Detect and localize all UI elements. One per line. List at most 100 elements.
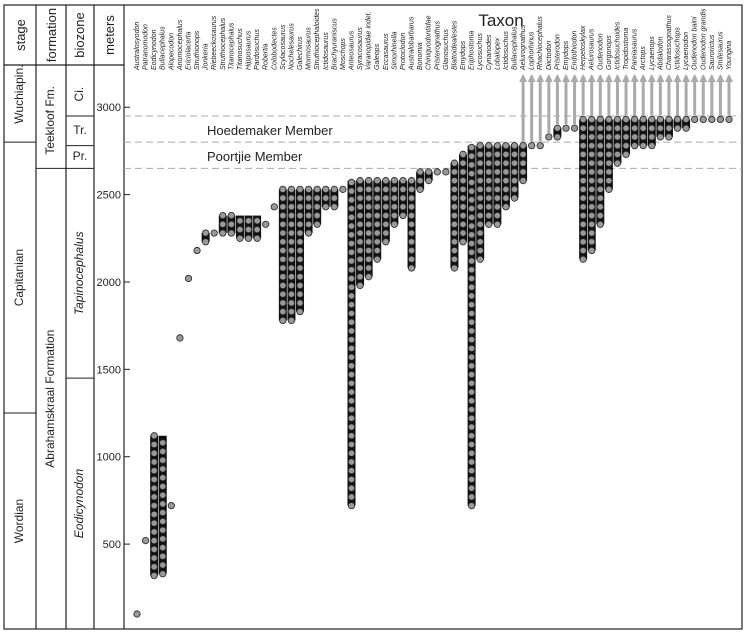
occurrence-point-pardosuchus-14 (253, 234, 261, 242)
occurrence-point-lycaenops-60 (648, 115, 656, 124)
occurrence-point-eriphostoma-39 (468, 397, 476, 405)
occurrence-point-lycaenops-60 (648, 142, 656, 150)
continuation-arrow-diictodon-48 (547, 76, 551, 133)
occurrence-point-eriphostoma-39 (468, 170, 476, 178)
occurrence-point-syracosaurus-26 (356, 220, 364, 228)
occurrence-point-australobarbarus-32 (407, 220, 416, 228)
occurrence-point-eriphostoma-39 (468, 257, 476, 265)
occurrence-point-galechirus-19 (296, 194, 304, 202)
occurrence-point-australobarbarus-32 (407, 264, 416, 272)
biozone-eodicynodon: Eodicynodon (72, 469, 86, 539)
continuation-arrow-lycaenops-60 (650, 76, 654, 116)
range-bar-lycaenops-60 (647, 119, 656, 146)
occurrence-point-galeops-28 (373, 255, 381, 263)
occurrence-point-tropidostoma-57 (622, 115, 630, 124)
occurrence-point-smilesaurus-68 (716, 115, 725, 124)
occurrence-point-lycosuchus-40 (476, 238, 484, 246)
occurrence-point-simorhinella-30 (390, 194, 398, 202)
occurrence-point-emydops-38 (459, 159, 467, 167)
occurrence-point-anteosaurus-25 (347, 309, 356, 318)
occurrence-point-aelurosaurus-53 (588, 133, 596, 141)
occurrence-point-eccasaurus-29 (382, 203, 390, 211)
occurrence-point-anteosaurus-25 (347, 388, 356, 396)
occurrence-point-anteosaurus-25 (347, 484, 356, 492)
taxon-label-protoclodon-31: Protoclodon (400, 33, 407, 70)
taxon-label-syracosaurus-26: Syracosaurus (357, 27, 364, 70)
range-bar-varanopidae-indet-27 (364, 180, 373, 277)
occurrence-point-tropidostoma-57 (622, 124, 630, 132)
occurrence-point-charassognathus-62 (665, 115, 673, 124)
occurrence-point-varanopidae-indet-27 (365, 255, 373, 263)
occurrence-point-aelurognathus-45 (519, 159, 527, 167)
occurrence-point-varanopidae-indet-27 (365, 194, 373, 202)
occurrence-point-cynariodes-41 (485, 203, 493, 211)
occurrence-point-lobalopex-42 (493, 220, 501, 228)
occurrence-point-eriphostoma-39 (468, 274, 476, 283)
biozone-tr: Tr. (73, 123, 87, 137)
occurrence-point-cynariodes-41 (485, 194, 493, 202)
continuation-arrow-arctops-59 (641, 76, 645, 116)
occurrence-point-oudenodon-54 (596, 194, 604, 202)
occurrence-point-eodicynodon-2 (150, 545, 158, 553)
occurrence-point-anteosaurus-25 (347, 440, 356, 449)
continuation-arrow-abdalodon-61 (658, 76, 662, 116)
occurrence-point-anteosaurus-25 (347, 344, 356, 352)
occurrence-point-eriphostoma-39 (468, 379, 476, 387)
occurrence-point-bullacephalus-3 (159, 439, 167, 447)
taxon-label-scylacosaurus-17: Scylacosaurus (280, 24, 287, 70)
occurrence-point-ictidosuchus-43 (502, 203, 510, 211)
occurrence-point-eccasaurus-29 (382, 211, 390, 220)
occurrence-point-ictidosuchoides-56 (613, 159, 622, 167)
occurrence-point-lobalopex-42 (493, 168, 501, 176)
continuation-arrow-lophorhinus-46 (530, 76, 534, 142)
occurrence-point-galechirus-19 (296, 308, 304, 316)
continuation-arrowhead-pareiasaurus-58 (630, 74, 639, 82)
occurrence-point-eodicynodon-2 (150, 563, 158, 571)
taxon-label-saurorictus-67: Saurorictus (709, 34, 716, 70)
continuation-arrowhead-aelurognathus-45 (519, 74, 528, 82)
occurrence-point-scylacosaurus-17 (279, 203, 287, 211)
range-bar-arctops-59 (639, 119, 648, 146)
occurrence-point-anteosaurus-25 (347, 475, 356, 484)
continuation-arrow-smilesaurus-68 (718, 76, 722, 116)
occurrence-point-lycosuchus-40 (476, 203, 484, 211)
occurrence-point-simorhinella-30 (390, 177, 398, 185)
occurrence-point-syracosaurus-26 (356, 185, 364, 193)
occurrence-point-riebeeckosaurus-9 (210, 229, 218, 237)
occurrence-point-tropidostoma-57 (622, 150, 630, 159)
occurrence-point-lobalopex-42 (493, 203, 501, 211)
occurrence-point-oudenodon-54 (596, 150, 604, 159)
occurrence-point-eodicynodon-2 (150, 440, 158, 449)
occurrence-point-bullacephalus-44 (510, 168, 519, 176)
chart-title: Taxon (478, 11, 523, 30)
occurrence-point-patranomodon-1 (141, 537, 150, 545)
occurrence-point-bonomia-33 (416, 177, 424, 185)
occurrence-point-galeops-28 (373, 238, 381, 246)
occurrence-point-blattoidealestes-37 (450, 238, 459, 246)
occurrence-point-anteosaurus-25 (347, 204, 356, 213)
occurrence-point-aelurosaurus-53 (588, 229, 596, 237)
occurrence-point-anteosaurus-25 (347, 196, 356, 204)
range-bar-ictidosuchoides-56 (613, 119, 622, 164)
continuation-arrowhead-tropidostoma-57 (622, 74, 631, 82)
occurrence-point-galechirus-19 (296, 229, 304, 237)
occurrence-point-diictodon-48 (545, 133, 553, 141)
occurrence-point-bullacephalus-3 (159, 570, 167, 578)
occurrence-point-herpetoskylax-52 (579, 211, 587, 220)
continuation-arrow-oudenodon-54 (598, 76, 602, 116)
occurrence-point-bullacephalus-44 (510, 159, 519, 167)
occurrence-point-aelurosaurus-53 (588, 124, 596, 132)
occurrence-point-anteosaurus-25 (347, 414, 356, 422)
occurrence-point-eriphostoma-39 (468, 222, 476, 230)
taxon-label-oudenodon-baini-65: Oudenodon baini (692, 16, 699, 70)
occurrence-point-herpetoskylax-52 (579, 115, 587, 124)
occurrence-point-bullacephalus-3 (159, 456, 167, 464)
occurrence-point-aelurosaurus-53 (588, 238, 596, 246)
taxon-label-ictidosuchops-63: Ictidosuchops (675, 27, 682, 70)
occurrence-point-galechirus-19 (296, 299, 304, 307)
taxon-label-ictidosuchus-43: Ictidosuchus (503, 31, 510, 70)
occurrence-point-bullacephalus-3 (159, 543, 167, 552)
continuation-arrowhead-gorgonops-55 (604, 74, 613, 82)
range-bar-ictidosuchus-43 (501, 145, 510, 207)
occurrence-point-oudenodon-54 (596, 220, 604, 228)
